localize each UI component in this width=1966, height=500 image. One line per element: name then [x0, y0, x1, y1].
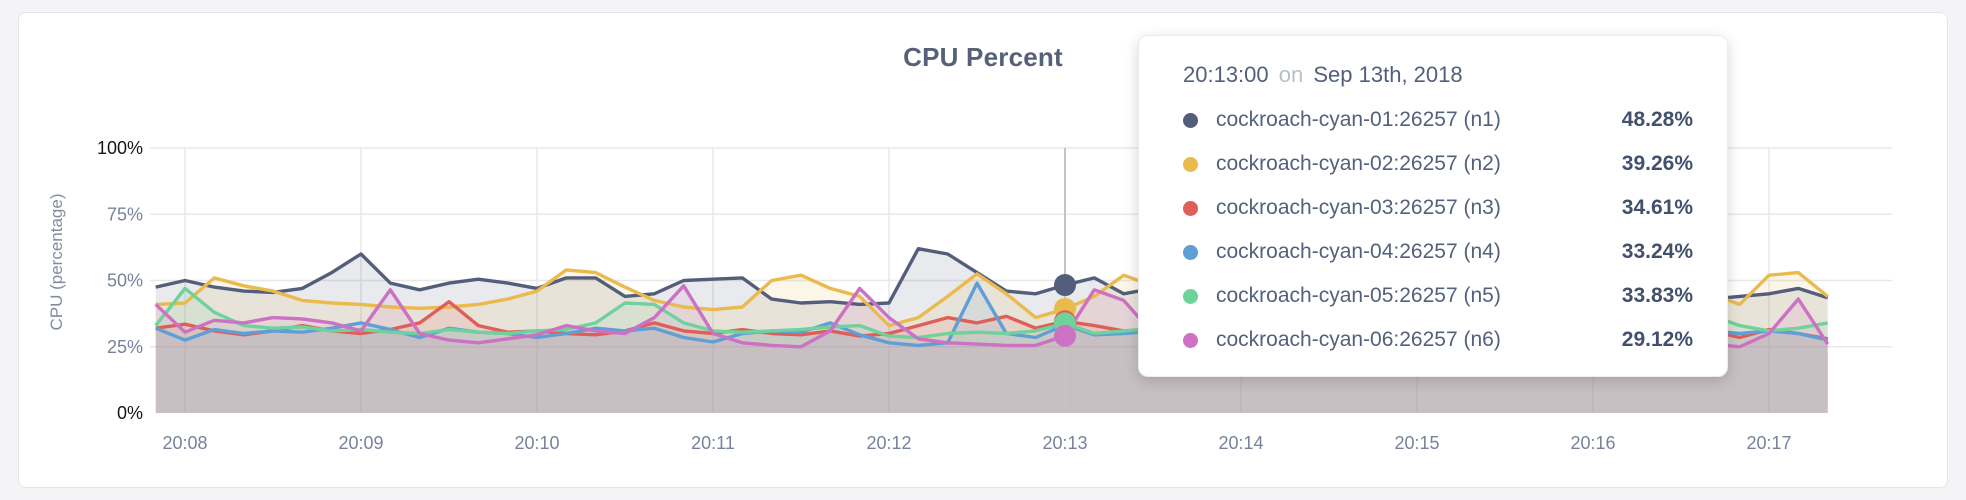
x-tick-label: 20:11	[691, 433, 735, 453]
hover-dot-n1	[1054, 274, 1076, 297]
tooltip-conjunction: on	[1278, 62, 1304, 87]
y-tick-label: 0%	[117, 403, 143, 423]
series-color-dot-icon	[1183, 288, 1198, 304]
x-tick-label: 20:13	[1042, 433, 1087, 453]
series-area-n6	[155, 285, 1828, 413]
x-tick-label: 20:16	[1570, 433, 1615, 453]
tooltip-rows: cockroach-cyan-01:26257 (n1) 48.28% cockro…	[1139, 98, 1727, 362]
series-label: cockroach-cyan-06:26257 (n6)	[1216, 328, 1501, 351]
chart-title: CPU Percent	[903, 42, 1063, 72]
series-value: 33.24%	[1621, 240, 1693, 263]
series-value: 33.83%	[1621, 284, 1693, 307]
series-value: 29.12%	[1621, 328, 1693, 351]
x-tick-label: 20:14	[1218, 433, 1263, 453]
tooltip-row: cockroach-cyan-02:26257 (n2) 39.26%	[1139, 142, 1727, 186]
tooltip-date: Sep 13th, 2018	[1313, 62, 1463, 87]
series-value: 48.28%	[1621, 108, 1693, 131]
y-tick-label: 100%	[97, 138, 143, 158]
series-value: 34.61%	[1621, 196, 1693, 219]
series-color-dot-icon	[1183, 332, 1198, 348]
tooltip-row: cockroach-cyan-03:26257 (n3) 34.61%	[1139, 186, 1727, 230]
series-area-n4	[155, 283, 1828, 413]
x-tick-label: 20:15	[1394, 433, 1439, 453]
series-color-dot-icon	[1183, 244, 1198, 260]
y-tick-label: 75%	[107, 204, 143, 224]
x-tick-label: 20:09	[338, 433, 383, 453]
series-color-dot-icon	[1183, 156, 1198, 172]
series-color-dot-icon	[1183, 200, 1198, 216]
series-label: cockroach-cyan-01:26257 (n1)	[1216, 108, 1501, 131]
series-label: cockroach-cyan-03:26257 (n3)	[1216, 196, 1501, 219]
series-area-n5	[155, 288, 1828, 413]
tooltip-time: 20:13:00	[1183, 62, 1269, 87]
tooltip-row: cockroach-cyan-05:26257 (n5) 33.83%	[1139, 274, 1727, 318]
y-tick-label: 25%	[107, 337, 143, 357]
x-tick-label: 20:12	[866, 433, 911, 453]
hover-tooltip: 20:13:00 on Sep 13th, 2018 cockroach-cya…	[1138, 35, 1728, 377]
series-label: cockroach-cyan-05:26257 (n5)	[1216, 284, 1501, 307]
tooltip-row: cockroach-cyan-01:26257 (n1) 48.28%	[1139, 98, 1727, 142]
hover-dot-n6	[1054, 324, 1076, 347]
series-value: 39.26%	[1621, 152, 1693, 175]
series-color-dot-icon	[1183, 112, 1198, 128]
series-label: cockroach-cyan-04:26257 (n4)	[1216, 240, 1501, 263]
tooltip-header: 20:13:00 on Sep 13th, 2018	[1139, 62, 1727, 88]
series-label: cockroach-cyan-02:26257 (n2)	[1216, 152, 1501, 175]
x-tick-label: 20:08	[162, 433, 207, 453]
x-tick-label: 20:10	[514, 433, 559, 453]
x-tick-label: 20:17	[1746, 433, 1791, 453]
tooltip-row: cockroach-cyan-04:26257 (n4) 33.24%	[1139, 230, 1727, 274]
y-tick-label: 50%	[107, 271, 143, 291]
tooltip-row: cockroach-cyan-06:26257 (n6) 29.12%	[1139, 318, 1727, 362]
